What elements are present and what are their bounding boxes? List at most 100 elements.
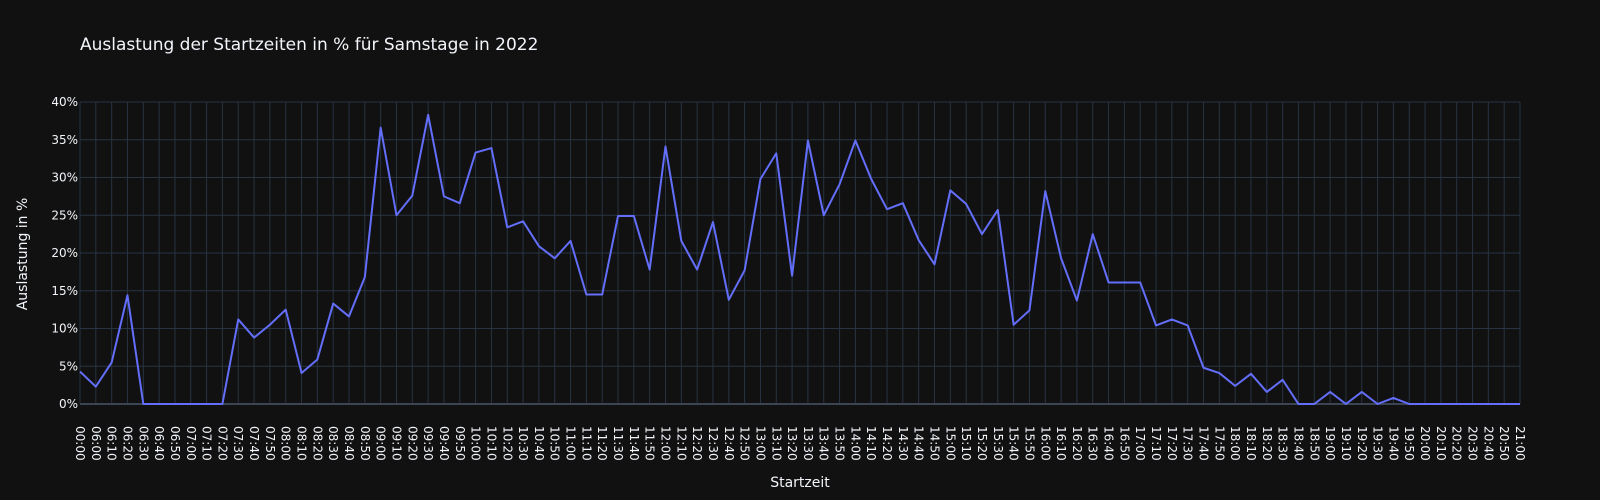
data-point[interactable] xyxy=(93,384,99,390)
data-point[interactable] xyxy=(916,237,922,243)
data-point[interactable] xyxy=(1406,401,1412,407)
data-point[interactable] xyxy=(1058,255,1064,261)
data-point[interactable] xyxy=(1216,370,1222,376)
data-point[interactable] xyxy=(188,401,194,407)
data-point[interactable] xyxy=(1438,401,1444,407)
x-tick-label: 16:00 xyxy=(1038,426,1052,461)
data-point[interactable] xyxy=(330,301,336,307)
x-tick-label: 08:00 xyxy=(279,426,293,461)
data-point[interactable] xyxy=(631,213,637,219)
data-point[interactable] xyxy=(536,243,542,249)
chart-title: Auslastung der Startzeiten in % für Sams… xyxy=(80,35,538,55)
data-point[interactable] xyxy=(457,200,463,206)
data-point[interactable] xyxy=(1295,401,1301,407)
data-point[interactable] xyxy=(314,356,320,362)
data-point[interactable] xyxy=(1264,389,1270,395)
data-point[interactable] xyxy=(1169,316,1175,322)
data-point[interactable] xyxy=(1375,401,1381,407)
data-point[interactable] xyxy=(520,218,526,224)
data-point[interactable] xyxy=(852,138,858,144)
data-point[interactable] xyxy=(821,212,827,218)
data-point[interactable] xyxy=(900,200,906,206)
data-point[interactable] xyxy=(615,213,621,219)
data-point[interactable] xyxy=(1185,322,1191,328)
data-point[interactable] xyxy=(552,255,558,261)
data-point[interactable] xyxy=(219,401,225,407)
data-point[interactable] xyxy=(441,193,447,199)
data-point[interactable] xyxy=(393,212,399,218)
data-point[interactable] xyxy=(473,150,479,156)
data-point[interactable] xyxy=(299,370,305,376)
data-point[interactable] xyxy=(742,267,748,273)
data-point[interactable] xyxy=(884,206,890,212)
data-point[interactable] xyxy=(1454,401,1460,407)
data-point[interactable] xyxy=(124,292,130,298)
data-point[interactable] xyxy=(488,145,494,151)
data-point[interactable] xyxy=(140,401,146,407)
data-point[interactable] xyxy=(235,316,241,322)
x-tick-label: 06:20 xyxy=(120,426,134,461)
x-tick-label: 18:50 xyxy=(1307,426,1321,461)
data-point[interactable] xyxy=(251,335,257,341)
data-point[interactable] xyxy=(1470,401,1476,407)
data-point[interactable] xyxy=(1280,377,1286,383)
data-point[interactable] xyxy=(995,207,1001,213)
data-point[interactable] xyxy=(932,261,938,267)
data-point[interactable] xyxy=(1327,389,1333,395)
data-point[interactable] xyxy=(1517,401,1523,407)
data-point[interactable] xyxy=(757,176,763,182)
data-point[interactable] xyxy=(1343,401,1349,407)
data-point[interactable] xyxy=(805,138,811,144)
data-point[interactable] xyxy=(963,201,969,207)
data-point[interactable] xyxy=(1011,322,1017,328)
data-point[interactable] xyxy=(1042,188,1048,194)
data-point[interactable] xyxy=(378,125,384,131)
data-point[interactable] xyxy=(1359,389,1365,395)
data-point[interactable] xyxy=(1026,307,1032,313)
data-point[interactable] xyxy=(1485,401,1491,407)
data-point[interactable] xyxy=(1153,322,1159,328)
data-point[interactable] xyxy=(837,181,843,187)
data-point[interactable] xyxy=(979,231,985,237)
data-point[interactable] xyxy=(204,401,210,407)
data-point[interactable] xyxy=(599,292,605,298)
data-point[interactable] xyxy=(647,267,653,273)
data-point[interactable] xyxy=(789,273,795,279)
data-point[interactable] xyxy=(868,176,874,182)
data-point[interactable] xyxy=(172,401,178,407)
data-point[interactable] xyxy=(568,238,574,244)
x-tick-label: 20:00 xyxy=(1418,426,1432,461)
data-point[interactable] xyxy=(1422,401,1428,407)
data-point[interactable] xyxy=(409,193,415,199)
data-point[interactable] xyxy=(1232,383,1238,389)
data-point[interactable] xyxy=(1121,279,1127,285)
data-point[interactable] xyxy=(662,144,668,150)
data-point[interactable] xyxy=(947,187,953,193)
data-point[interactable] xyxy=(504,224,510,230)
data-point[interactable] xyxy=(267,322,273,328)
data-point[interactable] xyxy=(1106,279,1112,285)
data-point[interactable] xyxy=(583,292,589,298)
data-point[interactable] xyxy=(1090,231,1096,237)
data-point[interactable] xyxy=(678,238,684,244)
data-point[interactable] xyxy=(283,307,289,313)
data-point[interactable] xyxy=(1390,395,1396,401)
data-point[interactable] xyxy=(425,112,431,118)
data-point[interactable] xyxy=(726,297,732,303)
data-point[interactable] xyxy=(109,359,115,365)
data-point[interactable] xyxy=(156,401,162,407)
data-point[interactable] xyxy=(694,267,700,273)
data-point[interactable] xyxy=(710,219,716,225)
data-point[interactable] xyxy=(362,274,368,280)
data-point[interactable] xyxy=(1074,298,1080,304)
data-point[interactable] xyxy=(1501,401,1507,407)
data-point[interactable] xyxy=(773,150,779,156)
x-tick-label: 08:10 xyxy=(295,426,309,461)
data-point[interactable] xyxy=(1201,365,1207,371)
data-point[interactable] xyxy=(1311,401,1317,407)
data-point[interactable] xyxy=(1137,279,1143,285)
x-tick-label: 07:50 xyxy=(263,426,277,461)
data-point[interactable] xyxy=(1248,371,1254,377)
data-point[interactable] xyxy=(77,369,83,375)
data-point[interactable] xyxy=(346,313,352,319)
